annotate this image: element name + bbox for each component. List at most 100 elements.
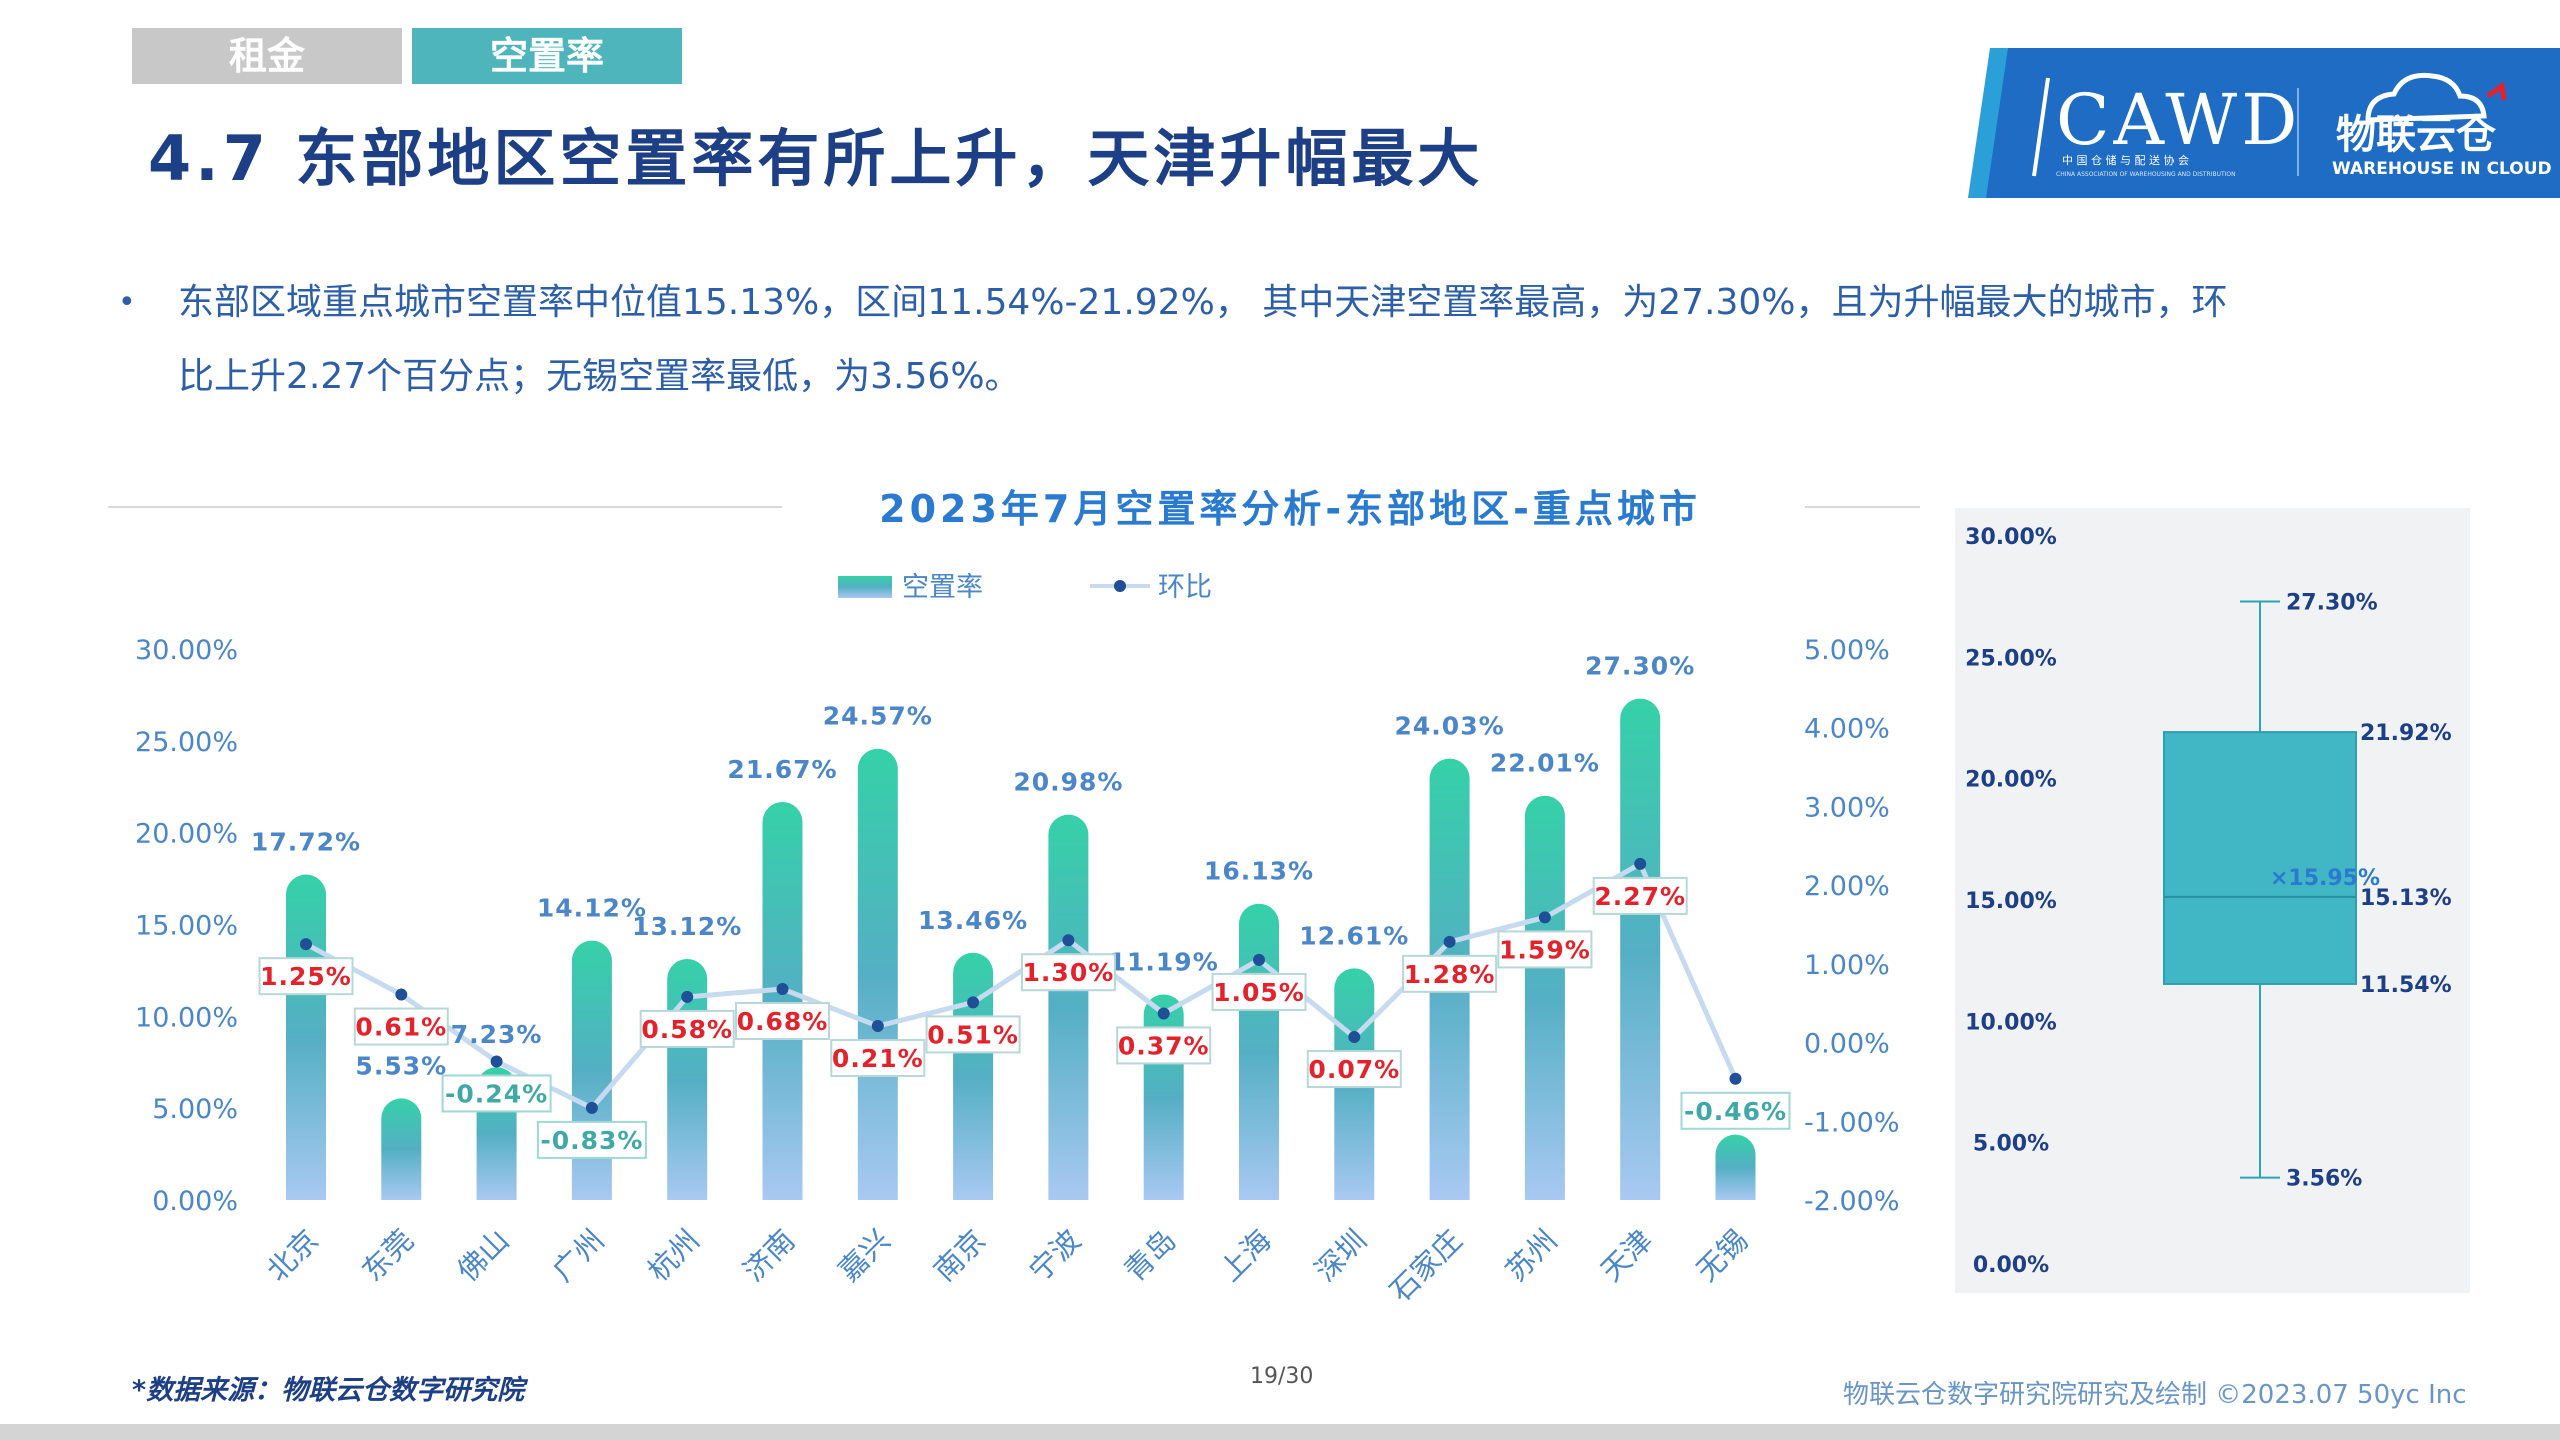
data-source: *数据来源：物联云仓数字研究院 xyxy=(132,1375,525,1406)
line-label-box xyxy=(1402,954,1498,993)
bar-value-label: 16.13% xyxy=(1204,857,1314,886)
line-marker xyxy=(1729,1072,1742,1085)
line-marker xyxy=(1253,953,1265,966)
line-value-label: 1.30% xyxy=(1023,958,1115,987)
box-label-q1: 11.54% xyxy=(2360,973,2452,998)
arrow-icon xyxy=(2486,81,2507,101)
tab-rent[interactable]: 租金 xyxy=(132,28,402,84)
bar xyxy=(857,748,898,1200)
bar xyxy=(571,940,612,1200)
box-label-min: 3.56% xyxy=(2286,1167,2362,1192)
line-marker xyxy=(1538,911,1551,924)
line-label-box xyxy=(639,1009,735,1048)
line-value-labels: 1.25%0.61% -0.24% -0.83% 0.58% 0.68%0.21%0.5… xyxy=(258,876,1791,1159)
line-label-box xyxy=(353,1007,449,1046)
box-tick-label: 30.00% xyxy=(1965,525,2057,550)
bar xyxy=(762,801,803,1200)
line-value-label: 1.59% xyxy=(1499,935,1591,964)
bar-value-label: 24.03% xyxy=(1395,712,1505,741)
box-label-max: 27.30% xyxy=(2286,591,2378,616)
credit-text: 物联云仓数字研究院研究及绘制 ©2023.07 50yc Inc xyxy=(1843,1380,2467,1410)
category-label: 东莞 xyxy=(355,1223,420,1288)
bottom-strip xyxy=(0,1424,2560,1440)
line-marker xyxy=(871,1020,884,1033)
legend-line-marker xyxy=(1114,580,1126,592)
box-tick-label: 5.00% xyxy=(1973,1132,2049,1157)
bullet-icon: • xyxy=(118,285,136,320)
bar-value-labels: 17.72% 5.53%7.23% 14.12%13.12% 21.67% 24.57%… xyxy=(251,652,1780,1117)
legend-line-label: 环比 xyxy=(1158,572,1212,603)
line-label-box xyxy=(830,1039,926,1078)
logo-sub-en: CHINA ASSOCIATION OF WAREHOUSING AND DIS… xyxy=(2056,171,2236,178)
left-tick-label: 10.00% xyxy=(135,1002,238,1033)
bar-value-label: 21.67% xyxy=(727,755,837,784)
line-value-label: 1.05% xyxy=(1213,978,1305,1007)
right-tick-label: 5.00% xyxy=(1804,635,1890,666)
line-value-label: 0.37% xyxy=(1118,1031,1210,1060)
tab-vacancy[interactable]: 空置率 xyxy=(412,28,682,84)
box-axis-ticks: 0.00% 5.00% 10.00% 15.00% 20.00% 25.00% 30.00% xyxy=(1965,525,2057,1278)
line-label-box xyxy=(1680,1091,1791,1130)
category-labels: 北京 东莞 佛山 广州 杭州 济南 嘉兴 南京 宁波 青岛 上海 深圳 石家庄 苏州 天津 无锡 xyxy=(260,1223,1755,1309)
box-label-median: 15.13% xyxy=(2360,886,2452,911)
category-label: 嘉兴 xyxy=(832,1223,897,1288)
line-label-box xyxy=(735,1002,830,1041)
category-label: 广州 xyxy=(546,1223,611,1288)
box-label-mean: ×15.95% xyxy=(2270,866,2380,891)
right-tick-label: 4.00% xyxy=(1804,714,1890,745)
left-tick-label: 20.00% xyxy=(135,819,238,850)
box-tick-label: 0.00% xyxy=(1973,1253,2049,1278)
bar-value-label: 22.01% xyxy=(1490,749,1600,778)
left-axis-ticks: 0.00% 5.00% 10.00% 15.00% 20.00% 25.00% 30.00% xyxy=(135,635,238,1217)
line-value-label: 0.51% xyxy=(927,1020,1019,1049)
right-tick-label: 1.00% xyxy=(1804,950,1890,981)
category-label: 天津 xyxy=(1594,1223,1659,1288)
line-marker xyxy=(585,1101,598,1114)
bar xyxy=(1239,903,1279,1200)
logo-band xyxy=(1968,48,2560,198)
right-tick-label: 0.00% xyxy=(1804,1029,1890,1060)
bar-value-label: 7.23% xyxy=(451,1020,543,1049)
line-value-label: 1.28% xyxy=(1404,960,1496,989)
category-label: 上海 xyxy=(1213,1223,1278,1288)
bar-value-label: 17.72% xyxy=(251,828,361,857)
bar-value-label: 5.53% xyxy=(355,1051,447,1080)
summary-line-1: 东部区域重点城市空置率中位值15.13%，区间11.54%-21.92%， 其中… xyxy=(178,282,2228,323)
bar-value-label: 27.30% xyxy=(1585,652,1695,681)
logo-brand-en: WAREHOUSE IN CLOUD xyxy=(2332,159,2552,179)
category-label: 深圳 xyxy=(1308,1223,1373,1288)
line-value-label: -0.83% xyxy=(540,1126,643,1155)
line-marker xyxy=(395,988,408,1001)
legend-bar-swatch xyxy=(838,576,892,598)
right-tick-label: -1.00% xyxy=(1804,1107,1900,1138)
logo-stripe-left xyxy=(1968,48,2008,198)
line-label-box xyxy=(1306,1050,1402,1089)
box-tick-label: 20.00% xyxy=(1965,768,2057,793)
box-plot-chart: 0.00% 5.00% 10.00% 15.00% 20.00% 25.00% 30.00%… xyxy=(1965,525,2452,1278)
left-tick-label: 25.00% xyxy=(135,727,238,758)
bar-value-label: 14.12% xyxy=(537,894,647,923)
box-iqr xyxy=(2163,731,2357,985)
cloud-icon xyxy=(2365,72,2487,123)
line-label-box xyxy=(1116,1026,1212,1065)
left-tick-label: 5.00% xyxy=(152,1094,238,1125)
line-value-label: 0.58% xyxy=(641,1015,733,1044)
box-value-labels: 27.30% 21.92% 15.13% 11.54% 3.56% ×15.95% xyxy=(2270,591,2452,1192)
cawd-logo: CAWD 中 国 仓 储 与 配 送 协 会 CHINA ASSOCIATION… xyxy=(1968,48,2560,198)
bar xyxy=(953,952,994,1200)
line-marker xyxy=(1062,934,1075,947)
bar-value-label: 13.46% xyxy=(918,906,1028,935)
category-label: 济南 xyxy=(736,1223,801,1288)
summary-line-2: 比上升2.27个百分点；无锡空置率最低，为3.56%。 xyxy=(178,356,1021,397)
chart-title: 2023年7月空置率分析-东部地区-重点城市 xyxy=(879,487,1701,531)
box-tick-label: 15.00% xyxy=(1965,889,2057,914)
line-value-label: -0.46% xyxy=(1684,1097,1787,1126)
line-marker xyxy=(1348,1031,1361,1044)
logo-divider xyxy=(2032,77,2050,177)
left-tick-label: 30.00% xyxy=(135,635,238,666)
line-label-box xyxy=(536,1120,647,1159)
vacancy-combo-chart: 2023年7月空置率分析-东部地区-重点城市 空置率 环比 0.00% 5.00%… xyxy=(108,487,1920,1309)
line-value-label: 0.07% xyxy=(1308,1055,1400,1084)
bar-value-label: 24.57% xyxy=(823,702,933,731)
legend-bar-label: 空置率 xyxy=(902,572,983,603)
